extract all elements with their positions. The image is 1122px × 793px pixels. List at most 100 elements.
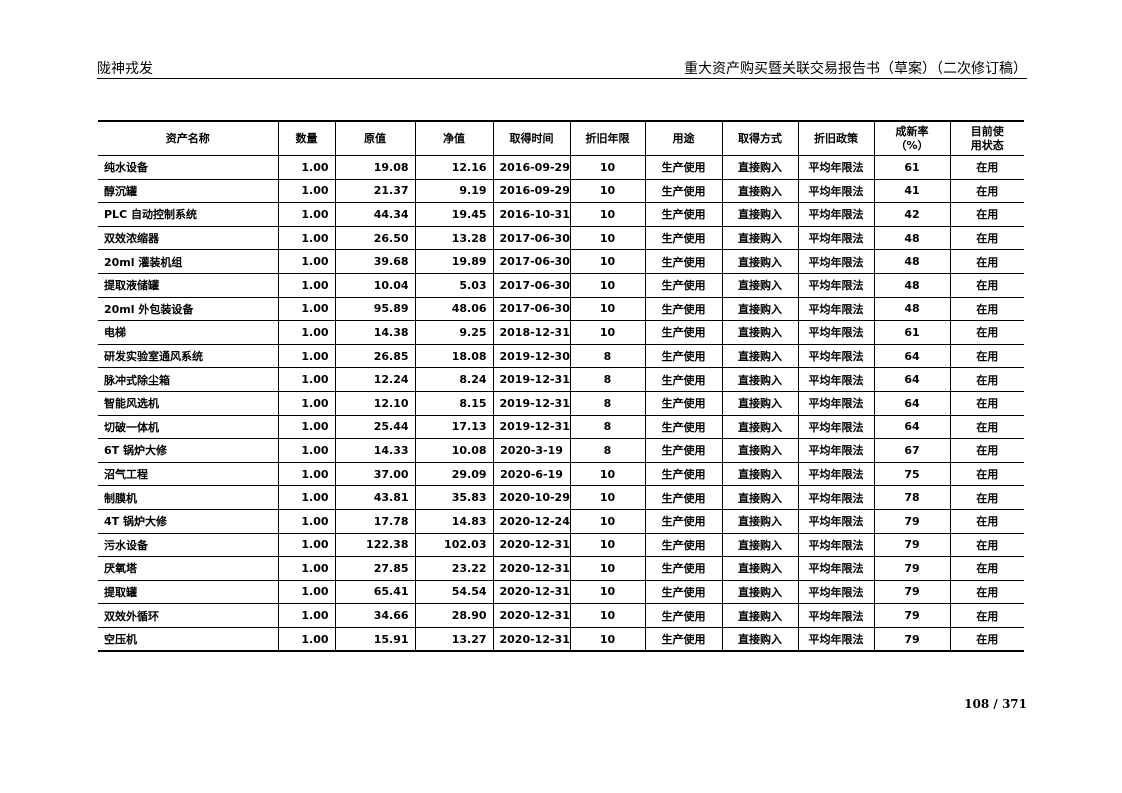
table-cell: 23.22 [414, 556, 494, 581]
table-cell: 在用 [949, 178, 1024, 204]
table-cell: 19.08 [334, 155, 416, 180]
table-cell: 2020-12-31 [492, 579, 571, 605]
table-cell: 平均年限法 [797, 390, 875, 416]
table-cell: 直接购入 [721, 249, 799, 274]
table-cell: 直接购入 [721, 603, 799, 628]
table-cell: 10.04 [334, 272, 416, 298]
table-cell: 在用 [949, 579, 1024, 605]
column-header: 数量 [277, 121, 336, 156]
table-cell: 10 [569, 579, 646, 605]
table-cell: 2016-09-29 [492, 155, 571, 180]
table-cell: 直接购入 [721, 579, 799, 605]
table-cell: 在用 [949, 390, 1024, 416]
table-cell: 48.06 [414, 296, 494, 322]
table-cell: 61 [873, 320, 951, 345]
table-cell: 生产使用 [644, 485, 723, 510]
table-cell: 2017-06-30 [492, 249, 571, 274]
table-cell: 79 [873, 579, 951, 605]
table-cell: 生产使用 [644, 249, 723, 274]
table-cell: 直接购入 [721, 390, 799, 416]
table-cell: 平均年限法 [797, 603, 875, 628]
table-cell: 平均年限法 [797, 508, 875, 534]
table-cell: 双效浓缩器 [98, 225, 279, 251]
table-cell: 28.90 [414, 603, 494, 628]
table-cell: 提取罐 [98, 579, 279, 605]
table-cell: 2016-10-31 [492, 202, 571, 227]
table-cell: 空压机 [98, 626, 279, 652]
table-cell: 12.24 [334, 367, 416, 392]
table-cell: 1.00 [277, 508, 336, 534]
table-cell: 切破一体机 [98, 414, 279, 440]
table-cell: 1.00 [277, 579, 336, 605]
table-cell: 95.89 [334, 296, 416, 322]
table-cell: 生产使用 [644, 225, 723, 251]
table-cell: 生产使用 [644, 556, 723, 581]
table-cell: 平均年限法 [797, 296, 875, 322]
table-cell: 在用 [949, 249, 1024, 274]
table-cell: 生产使用 [644, 155, 723, 180]
table-cell: 10 [569, 225, 646, 251]
table-row: 污水设备 1.00 122.38 102.03 2020-12-31 10 生产使用 直接购入… [98, 532, 1024, 558]
table-cell: 41 [873, 178, 951, 204]
table-cell: 10.08 [414, 438, 494, 463]
column-header: 原值 [334, 121, 416, 156]
header-company: 陇神戎发 [97, 61, 153, 77]
table-cell: 平均年限法 [797, 438, 875, 463]
table-cell: 37.00 [334, 461, 416, 487]
table-cell: 1.00 [277, 367, 336, 392]
table-cell: 48 [873, 225, 951, 251]
table-row: 20ml 灌装机组 1.00 39.68 19.89 2017-06-30 10 生产使用直… [98, 249, 1024, 274]
table-cell: 42 [873, 202, 951, 227]
table-cell: 13.27 [414, 626, 494, 652]
table-cell: 10 [569, 272, 646, 298]
table-cell: 2020-12-31 [492, 603, 571, 628]
table-cell: 10 [569, 320, 646, 345]
table-cell: 79 [873, 508, 951, 534]
table-row: 脉冲式除尘箱 1.00 12.24 8.24 2019-12-31 8 生产使用 直接购入 平均… [98, 367, 1024, 392]
table-cell: 18.08 [414, 343, 494, 369]
table-cell: 10 [569, 532, 646, 558]
table-cell: 平均年限法 [797, 178, 875, 204]
table-cell: 10 [569, 296, 646, 322]
table-cell: 14.38 [334, 320, 416, 345]
table-cell: 直接购入 [721, 155, 799, 180]
table-cell: 平均年限法 [797, 532, 875, 558]
table-cell: 平均年限法 [797, 485, 875, 510]
table-cell: 直接购入 [721, 532, 799, 558]
table-cell: 生产使用 [644, 603, 723, 628]
table-cell: 提取液储罐 [98, 272, 279, 298]
table-cell: 生产使用 [644, 367, 723, 392]
table-cell: 生产使用 [644, 579, 723, 605]
table-cell: 直接购入 [721, 296, 799, 322]
column-header: 用途 [644, 121, 723, 156]
table-cell: 48 [873, 249, 951, 274]
table-cell: 平均年限法 [797, 414, 875, 440]
table-cell: 脉冲式除尘箱 [98, 367, 279, 392]
table-cell: 在用 [949, 556, 1024, 581]
table-cell: 生产使用 [644, 296, 723, 322]
table-cell: 直接购入 [721, 178, 799, 204]
table-row: 醇沉罐 1.00 21.37 9.19 2016-09-29 10 生产使用 直接购入 平均年限… [98, 178, 1024, 204]
table-cell: 8.24 [414, 367, 494, 392]
table-cell: 10 [569, 508, 646, 534]
table-cell: 79 [873, 556, 951, 581]
table-cell: 平均年限法 [797, 155, 875, 180]
table-cell: 9.25 [414, 320, 494, 345]
column-header: 资产名称 [98, 121, 279, 156]
table-cell: 在用 [949, 296, 1024, 322]
table-cell: 122.38 [334, 532, 416, 558]
table-cell: 智能风选机 [98, 390, 279, 416]
table-cell: 直接购入 [721, 414, 799, 440]
table-cell: 64 [873, 367, 951, 392]
table-cell: 10 [569, 155, 646, 180]
table-cell: 21.37 [334, 178, 416, 204]
table-cell: 8.15 [414, 390, 494, 416]
table-row: 研发实验室通风系统 1.00 26.85 18.08 2019-12-30 8 生产使用 直接… [98, 343, 1024, 369]
table-cell: 67 [873, 438, 951, 463]
table-cell: 生产使用 [644, 390, 723, 416]
table-cell: 14.33 [334, 438, 416, 463]
column-header: 折旧政策 [797, 121, 875, 156]
table-cell: 生产使用 [644, 508, 723, 534]
table-cell: 直接购入 [721, 508, 799, 534]
table-cell: 研发实验室通风系统 [98, 343, 279, 369]
